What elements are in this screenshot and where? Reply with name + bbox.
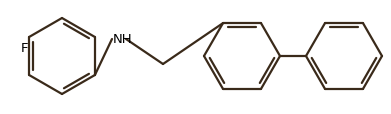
Text: F: F <box>21 42 28 54</box>
Text: NH: NH <box>113 33 133 46</box>
